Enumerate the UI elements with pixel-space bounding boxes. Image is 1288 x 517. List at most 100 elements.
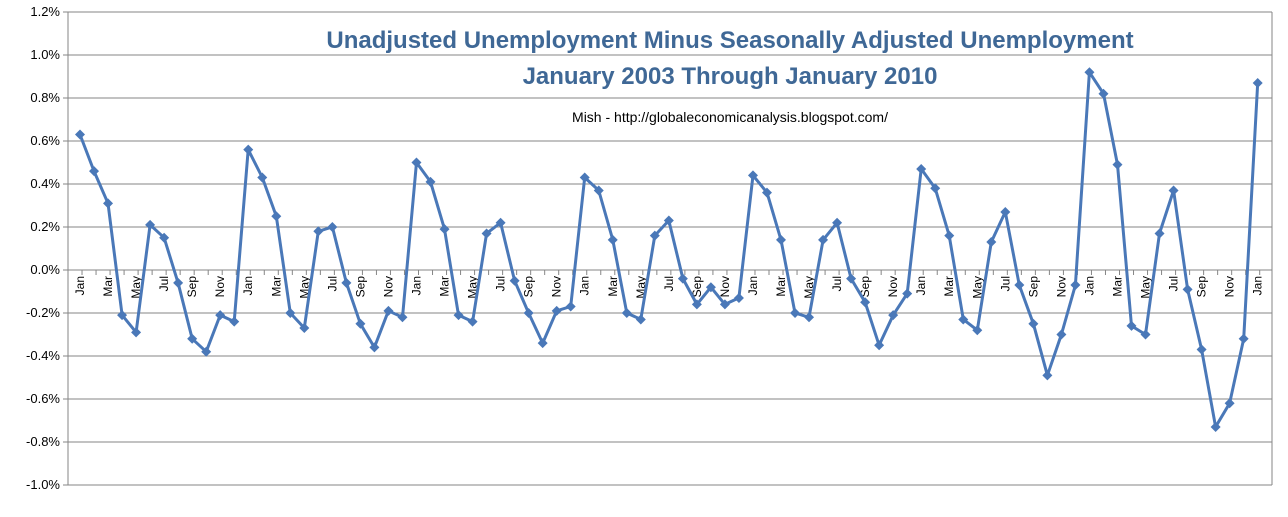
- x-tick-label: May: [129, 276, 143, 299]
- data-point: [1182, 284, 1193, 295]
- data-point: [369, 342, 380, 353]
- data-point: [649, 230, 660, 241]
- data-point: [397, 312, 408, 323]
- data-point: [691, 299, 702, 310]
- data-point: [902, 288, 913, 299]
- data-point: [187, 333, 198, 344]
- x-tick-label: May: [297, 276, 311, 299]
- chart-title: Unadjusted Unemployment Minus Seasonally…: [326, 27, 1133, 54]
- data-point: [846, 273, 857, 284]
- data-point: [705, 282, 716, 293]
- data-point: [537, 338, 548, 349]
- data-point: [944, 230, 955, 241]
- x-tick-label: Nov: [1223, 276, 1237, 297]
- data-point: [1056, 329, 1067, 340]
- y-tick-label: 0.6%: [30, 133, 60, 148]
- data-point: [1238, 333, 1249, 344]
- data-point: [467, 316, 478, 327]
- x-tick-label: Mar: [101, 276, 115, 297]
- data-point: [747, 170, 758, 181]
- x-tick-label: Jan: [409, 276, 423, 295]
- x-tick-label: Jan: [73, 276, 87, 295]
- data-point: [790, 308, 801, 318]
- x-tick-label: Mar: [942, 276, 956, 297]
- data-point: [173, 277, 184, 288]
- data-point: [607, 234, 618, 245]
- x-tick-label: Mar: [438, 276, 452, 297]
- data-point: [874, 340, 885, 351]
- data-point: [509, 275, 520, 286]
- x-tick-label: Jul: [830, 276, 844, 291]
- axes: [63, 11, 1273, 486]
- x-tick-label: Nov: [718, 276, 732, 297]
- x-tick-label: Nov: [550, 276, 564, 297]
- data-point: [776, 234, 786, 245]
- data-point: [1252, 77, 1263, 88]
- data-point: [930, 183, 941, 194]
- data-point: [75, 129, 85, 140]
- x-tick-label: Sep: [185, 276, 199, 298]
- data-point: [663, 215, 674, 226]
- data-point: [383, 305, 394, 316]
- data-point: [1042, 370, 1053, 381]
- y-tick-label: 1.0%: [30, 47, 60, 62]
- x-tick-label: Sep: [353, 276, 367, 298]
- data-point: [355, 318, 366, 329]
- data-point: [958, 314, 969, 325]
- series-layer: [75, 67, 1263, 432]
- data-point: [551, 305, 562, 316]
- x-tick-label: Sep: [1026, 276, 1040, 298]
- x-tick-label: Nov: [213, 276, 227, 297]
- data-point: [481, 228, 492, 239]
- data-point: [453, 310, 464, 321]
- y-tick-label: -1.0%: [26, 477, 60, 492]
- data-point: [1210, 421, 1221, 432]
- x-tick-label: Jul: [494, 276, 508, 291]
- data-point: [299, 323, 310, 334]
- data-point: [677, 273, 688, 284]
- x-tick-label: Jul: [998, 276, 1012, 291]
- data-point: [1070, 280, 1081, 291]
- x-tick-label: Jan: [1251, 276, 1265, 295]
- data-point: [804, 312, 815, 323]
- data-point: [103, 198, 114, 209]
- data-point: [986, 237, 997, 248]
- data-point: [229, 316, 240, 327]
- data-point: [761, 187, 772, 198]
- data-point: [888, 310, 899, 321]
- x-tick-label: Mar: [606, 276, 620, 297]
- data-point: [439, 224, 450, 235]
- data-point: [579, 172, 590, 183]
- y-tick-label: -0.8%: [26, 434, 60, 449]
- data-point: [1126, 320, 1137, 331]
- x-tick-label: Jan: [914, 276, 928, 295]
- data-point: [523, 308, 534, 318]
- chart-annotation: Mish - http://globaleconomicanalysis.blo…: [572, 109, 888, 125]
- data-point: [411, 157, 422, 168]
- data-point: [243, 144, 254, 155]
- x-tick-label: Sep: [690, 276, 704, 298]
- x-tick-labels: Jan Mar May Jul Sep Nov Jan Mar May Jul Sep Nov Jan M…: [73, 276, 1265, 299]
- x-tick-label: Jan: [746, 276, 760, 295]
- data-point: [327, 222, 338, 232]
- x-tick-label: Mar: [774, 276, 788, 297]
- x-tick-label: Sep: [858, 276, 872, 298]
- y-tick-label: -0.2%: [26, 305, 60, 320]
- x-tick-label: Mar: [269, 276, 283, 297]
- data-point: [1154, 228, 1165, 239]
- x-tick-label: Jul: [662, 276, 676, 291]
- data-point: [1084, 67, 1095, 78]
- data-point: [621, 308, 632, 318]
- data-point: [916, 163, 927, 174]
- x-tick-label: Jul: [325, 276, 339, 291]
- y-tick-label: 0.0%: [30, 262, 60, 277]
- data-point: [159, 232, 170, 243]
- data-point: [719, 299, 730, 310]
- data-point: [593, 185, 604, 196]
- y-tick-label: -0.4%: [26, 348, 60, 363]
- data-point: [145, 219, 156, 230]
- data-point: [341, 277, 352, 288]
- x-tick-label: Nov: [381, 276, 395, 297]
- x-tick-label: Jan: [1082, 276, 1096, 295]
